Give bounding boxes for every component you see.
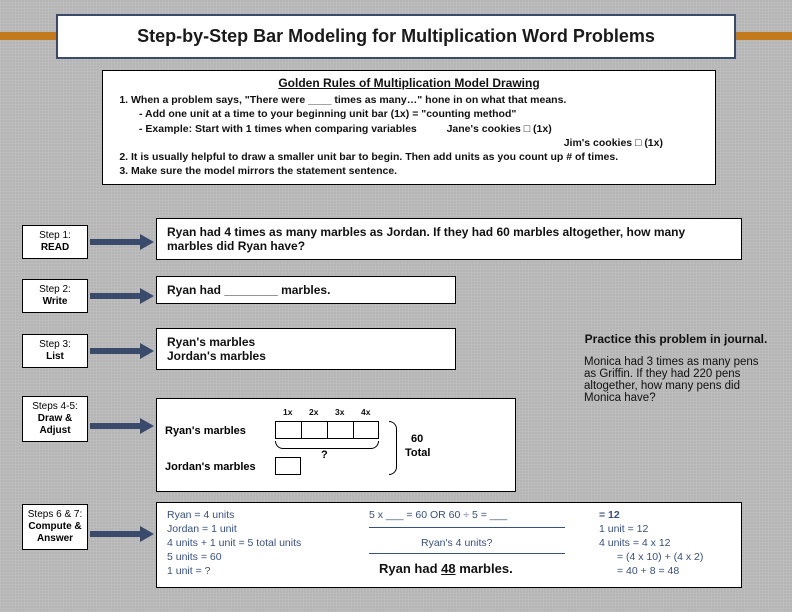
step-label-1: Step 1:READ xyxy=(22,225,88,259)
read-box: Ryan had 4 times as many marbles as Jord… xyxy=(156,218,742,260)
total-label: Total xyxy=(405,447,430,459)
c3b: 1 unit = 12 xyxy=(599,523,648,535)
write-box: Ryan had ________ marbles. xyxy=(156,276,456,304)
step-label-2: Step 2:Write xyxy=(22,279,88,313)
step-label-4: Steps 4-5:Draw & Adjust xyxy=(22,396,88,442)
list-jordan: Jordan's marbles xyxy=(167,349,445,363)
c3d: = (4 x 10) + (4 x 2) xyxy=(617,551,703,563)
step-label-3: Step 3:List xyxy=(22,334,88,368)
arrow-1 xyxy=(90,236,154,248)
step-label-5: Steps 6 & 7:Compute & Answer xyxy=(22,504,88,550)
c3e: = 40 + 8 = 48 xyxy=(617,565,679,577)
c1c: 4 units + 1 unit = 5 total units xyxy=(167,537,301,549)
jordan-bar xyxy=(275,457,301,475)
tick-4x: 4x xyxy=(361,407,370,417)
compute-box: Ryan = 4 units Jordan = 1 unit 4 units +… xyxy=(156,502,742,588)
model-q: ? xyxy=(321,449,328,461)
c1a: Ryan = 4 units xyxy=(167,509,234,521)
list-ryan: Ryan's marbles xyxy=(167,335,445,349)
arrow-3 xyxy=(90,345,154,357)
rule-1: When a problem says, "There were ____ ti… xyxy=(131,93,705,150)
rule-1a: - Add one unit at a time to your beginni… xyxy=(139,107,705,121)
c2b: Ryan's 4 units? xyxy=(421,537,492,549)
practice-body: Monica had 3 times as many pens as Griff… xyxy=(584,356,768,404)
rule-3: Make sure the model mirrors the statemen… xyxy=(131,164,705,178)
bar-model: Ryan's marbles Jordan's marbles 1x 2x 3x… xyxy=(156,398,516,492)
final-answer: Ryan had 48 marbles. xyxy=(379,561,513,576)
tick-3x: 3x xyxy=(335,407,344,417)
total-brace xyxy=(389,421,397,475)
list-box: Ryan's marbles Jordan's marbles xyxy=(156,328,456,370)
ryan-bar xyxy=(275,421,379,439)
practice-title: Practice this problem in journal. xyxy=(584,332,768,346)
rule-2: It is usually helpful to draw a smaller … xyxy=(131,150,705,164)
ryan-brace xyxy=(275,441,379,449)
c1b: Jordan = 1 unit xyxy=(167,523,237,535)
c3c: 4 units = 4 x 12 xyxy=(599,537,671,549)
tick-2x: 2x xyxy=(309,407,318,417)
total-60: 60 xyxy=(411,433,423,445)
rules-heading: Golden Rules of Multiplication Model Dra… xyxy=(113,75,705,91)
golden-rules-box: Golden Rules of Multiplication Model Dra… xyxy=(102,70,716,185)
arrow-2 xyxy=(90,290,154,302)
tick-1x: 1x xyxy=(283,407,292,417)
hr1 xyxy=(369,527,565,528)
rule-1b: - Example: Start with 1 times when compa… xyxy=(139,122,705,136)
hr2 xyxy=(369,553,565,554)
rule-1-text: When a problem says, "There were ____ ti… xyxy=(131,94,566,106)
arrow-5 xyxy=(90,528,154,540)
model-ryan-label: Ryan's marbles xyxy=(165,425,246,437)
c2a: 5 x ___ = 60 OR 60 ÷ 5 = ___ xyxy=(369,509,507,521)
c1e: 1 unit = ? xyxy=(167,565,211,577)
page-title: Step-by-Step Bar Modeling for Multiplica… xyxy=(56,14,736,59)
rule-1b-jim: Jim's cookies □ (1x) xyxy=(139,136,705,150)
model-jordan-label: Jordan's marbles xyxy=(165,461,256,473)
practice-problem: Practice this problem in journal. Monica… xyxy=(584,332,768,404)
c3a: = 12 xyxy=(599,509,620,521)
c1d: 5 units = 60 xyxy=(167,551,222,563)
arrow-4 xyxy=(90,420,154,432)
